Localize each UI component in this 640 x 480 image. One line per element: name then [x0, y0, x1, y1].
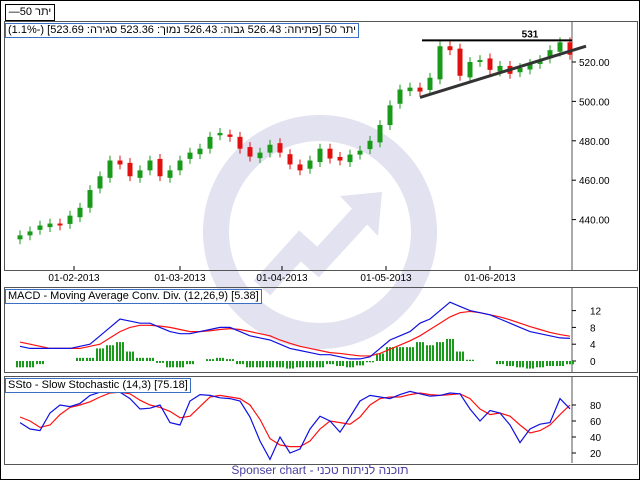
candle-body — [247, 147, 253, 157]
candle-body — [217, 132, 223, 136]
y-tick-label: 520.00 — [579, 58, 610, 69]
y-tick-label: 4 — [590, 340, 596, 351]
candle-body — [177, 160, 183, 171]
candle-body — [517, 67, 523, 73]
candle-body — [237, 136, 243, 149]
x-tick-label: 01-05-2013 — [360, 273, 412, 284]
candle-body — [277, 143, 283, 153]
candle-body — [497, 65, 503, 72]
stoch-panel — [4, 376, 638, 465]
candle-body — [197, 148, 203, 155]
candle-body — [367, 140, 373, 150]
candle-body — [567, 42, 573, 55]
candle-body — [537, 60, 543, 64]
candle-body — [487, 58, 493, 70]
candle-body — [427, 77, 433, 90]
price-panel-title: יתר 50 [פתיחה: 526.43 גבוה: 526.43 נמוך:… — [5, 23, 360, 38]
y-tick-label: 0 — [590, 357, 596, 368]
y-tick-label: 40 — [590, 433, 602, 444]
candle-body — [327, 148, 333, 159]
candle-body — [257, 152, 263, 159]
y-tick-label: 440.00 — [579, 216, 610, 227]
candle-body — [47, 223, 53, 228]
candle-body — [57, 223, 63, 226]
candle-body — [87, 190, 93, 208]
sponsor-footer[interactable]: Sponser chart - תוכנה לניתוח טכני — [231, 463, 409, 477]
candle-body — [447, 46, 453, 51]
y-tick-label: 480.00 — [579, 137, 610, 148]
support-trendline — [419, 44, 587, 99]
candle-body — [357, 150, 363, 155]
macd-panel — [4, 287, 638, 373]
candle-body — [137, 170, 143, 178]
x-tick-label: 01-03-2013 — [154, 273, 206, 284]
candle-body — [227, 134, 233, 137]
y-tick-label: 12 — [590, 307, 602, 318]
candle-body — [307, 160, 313, 169]
candle-body — [187, 152, 193, 159]
candle-body — [67, 215, 73, 224]
x-tick-label: 01-06-2013 — [464, 273, 516, 284]
price-panel — [4, 21, 638, 271]
macd-line — [19, 301, 571, 360]
candle-body — [287, 154, 293, 165]
stoch-d-line — [19, 391, 571, 448]
candle-body — [107, 160, 113, 178]
candle-body — [167, 170, 173, 178]
y-tick-label: 460.00 — [579, 176, 610, 187]
candle-body — [347, 154, 353, 163]
candle-body — [147, 160, 153, 171]
candle-body — [117, 160, 123, 165]
candle-body — [407, 87, 413, 92]
candle-body — [547, 50, 553, 59]
candle-body — [297, 164, 303, 171]
candle-body — [157, 158, 163, 177]
candle-body — [27, 231, 33, 236]
y-tick-label: 8 — [590, 323, 596, 334]
candle-body — [17, 235, 23, 240]
candle-body — [557, 42, 563, 52]
candle-body — [477, 60, 483, 62]
candle-body — [207, 136, 213, 149]
stoch-k-line — [19, 390, 571, 461]
candle-body — [127, 162, 133, 177]
candle-body — [97, 176, 103, 189]
candle-body — [77, 207, 83, 218]
candle-body — [317, 148, 323, 163]
series-legend[interactable]: יתר 50— — [5, 4, 55, 21]
candle-body — [387, 105, 393, 126]
candle-body — [437, 46, 443, 80]
y-tick-label: 60 — [590, 417, 602, 428]
candle-body — [267, 144, 273, 153]
candle-body — [397, 89, 403, 104]
candle-body — [457, 48, 463, 76]
x-tick-label: 01-02-2013 — [48, 273, 100, 284]
stoch-panel-title: SSto - Slow Stochastic (14,3) [75.18] — [5, 378, 191, 393]
candle-body — [417, 87, 423, 92]
candle-body — [467, 62, 473, 78]
y-tick-label: 20 — [590, 449, 602, 460]
y-tick-label: 500.00 — [579, 97, 610, 108]
candle-body — [37, 225, 43, 230]
x-tick-label: 01-04-2013 — [256, 273, 308, 284]
y-tick-label: 80 — [590, 401, 602, 412]
candle-body — [527, 63, 533, 70]
macd-panel-title: MACD - Moving Average Conv. Div. (12,26,… — [5, 289, 262, 304]
resistance-label: 531 — [522, 29, 539, 40]
candle-body — [377, 125, 383, 143]
candle-body — [337, 156, 343, 161]
